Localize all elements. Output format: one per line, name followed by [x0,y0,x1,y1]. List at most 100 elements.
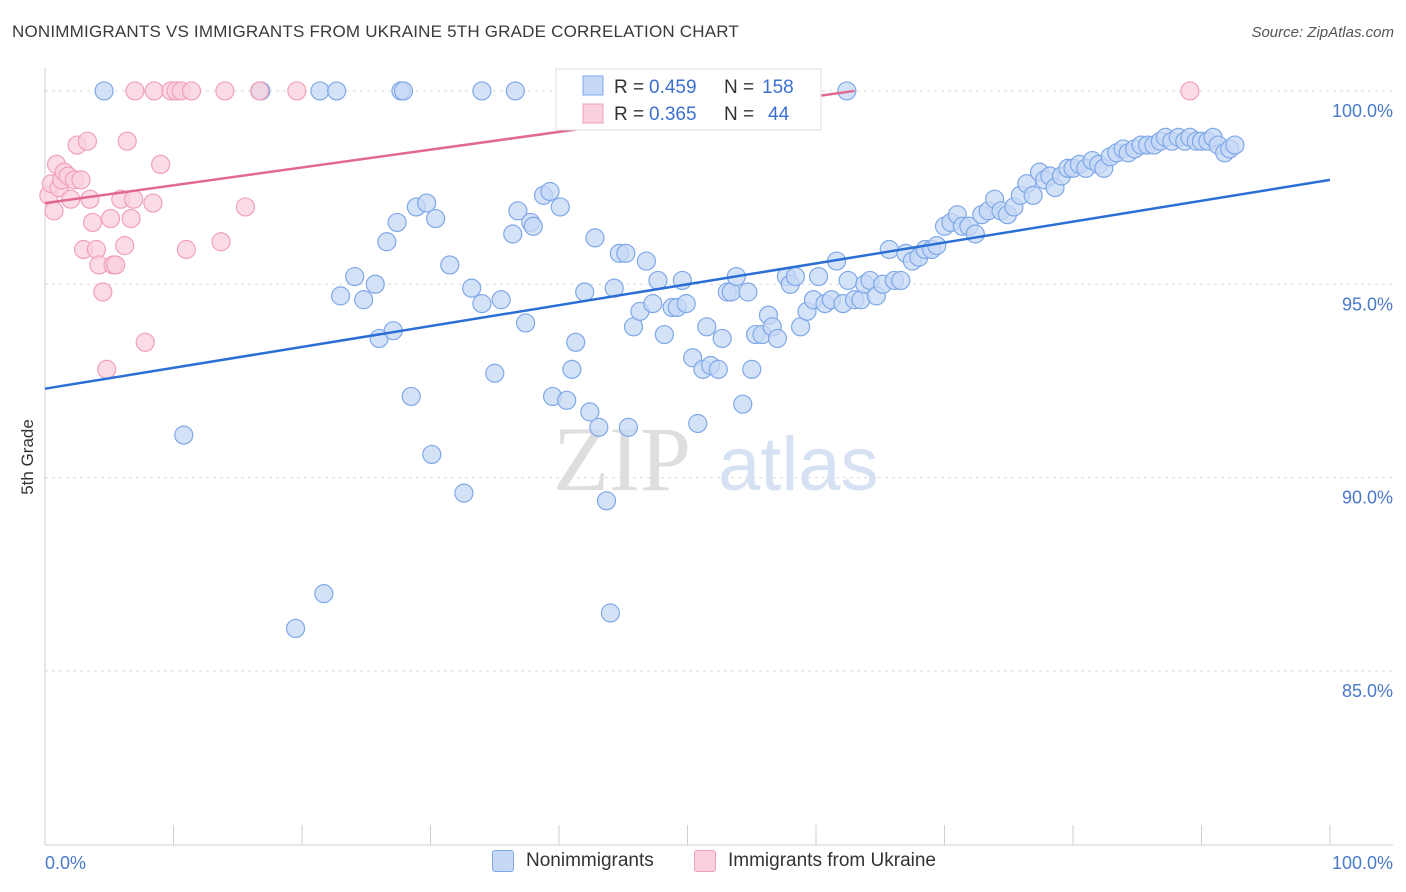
point-s0-47 [589,417,609,437]
point-s0-40 [550,197,570,217]
point-s0-33 [508,201,528,221]
point-s1-32 [151,154,171,175]
point-s0-157 [1225,135,1245,155]
point-s1-36 [176,239,196,260]
point-s0-75 [738,282,758,302]
point-s0-58 [648,270,668,291]
point-s0-48 [596,491,617,511]
point-s0-23 [417,193,437,213]
point-s0-88 [808,266,829,287]
series-immigrants-ukraine [39,81,1200,379]
legend-r-label-0: R = [614,77,644,98]
point-s0-59 [654,324,674,345]
point-s0-3 [327,81,347,101]
point-s0-10 [174,425,194,445]
legend-r-value-0: 0.459 [649,77,697,98]
point-s0-11 [285,618,306,639]
chart-title: NONIMMIGRANTS VS IMMIGRANTS FROM UKRAINE… [12,22,740,41]
point-s0-32 [503,224,523,244]
point-s1-22 [106,255,126,275]
point-s1-38 [211,232,231,252]
point-s0-21 [401,386,421,407]
y-axis-label: 5th Grade [18,419,37,495]
point-s1-43 [1180,81,1200,101]
point-s0-14 [345,266,365,287]
point-s0-16 [365,274,385,294]
legend-swatch-immigrants [582,103,604,124]
point-s0-30 [485,363,505,383]
legend-n-label-0: N = [724,77,754,98]
legend-n-label-1: N = [724,104,754,125]
point-s0-74 [733,394,753,414]
x-tick-marks [44,825,1331,845]
point-s1-39 [215,81,235,101]
point-s0-7 [505,81,525,101]
point-s0-46 [585,228,605,248]
point-s0-15 [354,290,374,310]
point-s0-65 [688,413,708,434]
point-s0-38 [540,181,560,202]
point-s0-102 [891,270,911,291]
point-s0-24 [422,444,442,465]
point-s0-114 [965,224,985,244]
legend-label-immigrants: Immigrants from Ukraine [728,850,936,871]
x-tick-label-max: 100.0% [1332,853,1393,873]
point-s0-12 [314,584,334,604]
point-s0-27 [454,483,474,503]
legend-swatch-pink [694,850,716,872]
chart-source: Source: ZipAtlas.com [1251,24,1394,41]
point-s1-15 [82,212,103,233]
point-s0-63 [676,294,696,314]
series-nonimmigrants [94,81,1245,639]
point-s0-5 [393,81,414,101]
point-s0-76 [742,359,762,379]
point-s1-31 [144,81,164,101]
point-s0-18 [377,232,397,252]
point-s1-18 [93,282,113,302]
y-tick-label-3: 85.0% [1342,681,1393,701]
x-tick-label-min: 0.0% [45,853,86,873]
point-s0-13 [330,286,351,306]
point-s1-19 [97,359,117,379]
point-s1-13 [77,131,98,151]
point-s0-34 [515,313,536,333]
point-s0-53 [618,417,638,437]
series-legend: Nonimmigrants Immigrants from Ukraine [0,850,1406,880]
watermark-atlas: atlas [718,422,879,507]
point-s0-28 [462,278,482,298]
point-s1-24 [115,236,135,256]
point-s1-30 [143,193,163,213]
point-s1-25 [117,131,137,151]
point-s1-2 [44,201,64,221]
point-s0-42 [562,359,582,379]
point-s0-29 [472,294,492,314]
point-s0-20 [387,212,407,233]
legend-swatch-nonimmigrants [582,75,604,96]
point-s0-2 [310,81,330,101]
point-s0-93 [838,270,858,291]
point-s1-40 [235,197,256,217]
y-tick-labels: 100.0% 95.0% 90.0% 85.0% [1332,101,1393,701]
trend-line-0 [44,178,1331,390]
point-s0-57 [643,294,663,314]
point-s0-0 [94,81,114,101]
point-s0-44 [575,282,595,302]
point-s0-31 [491,290,511,310]
y-tick-label-1: 95.0% [1342,294,1393,314]
point-s0-45 [580,402,600,422]
y-tick-label-2: 90.0% [1342,488,1393,508]
y-tick-label-0: 100.0% [1332,101,1393,121]
point-s0-67 [697,317,717,337]
point-s1-14 [80,189,100,209]
stats-legend: R = 0.459 N = 158 R = 0.365 N = 44 [555,68,822,131]
point-s1-42 [287,81,307,101]
legend-item-nonimmigrants: Nonimmigrants [492,850,654,872]
legend-label-nonimmigrants: Nonimmigrants [526,850,654,871]
point-s1-29 [135,332,155,352]
point-s0-123 [1023,185,1043,205]
grid-lines [45,90,1393,672]
point-s0-52 [616,243,636,263]
point-s0-41 [557,390,577,410]
point-s0-56 [636,251,656,271]
